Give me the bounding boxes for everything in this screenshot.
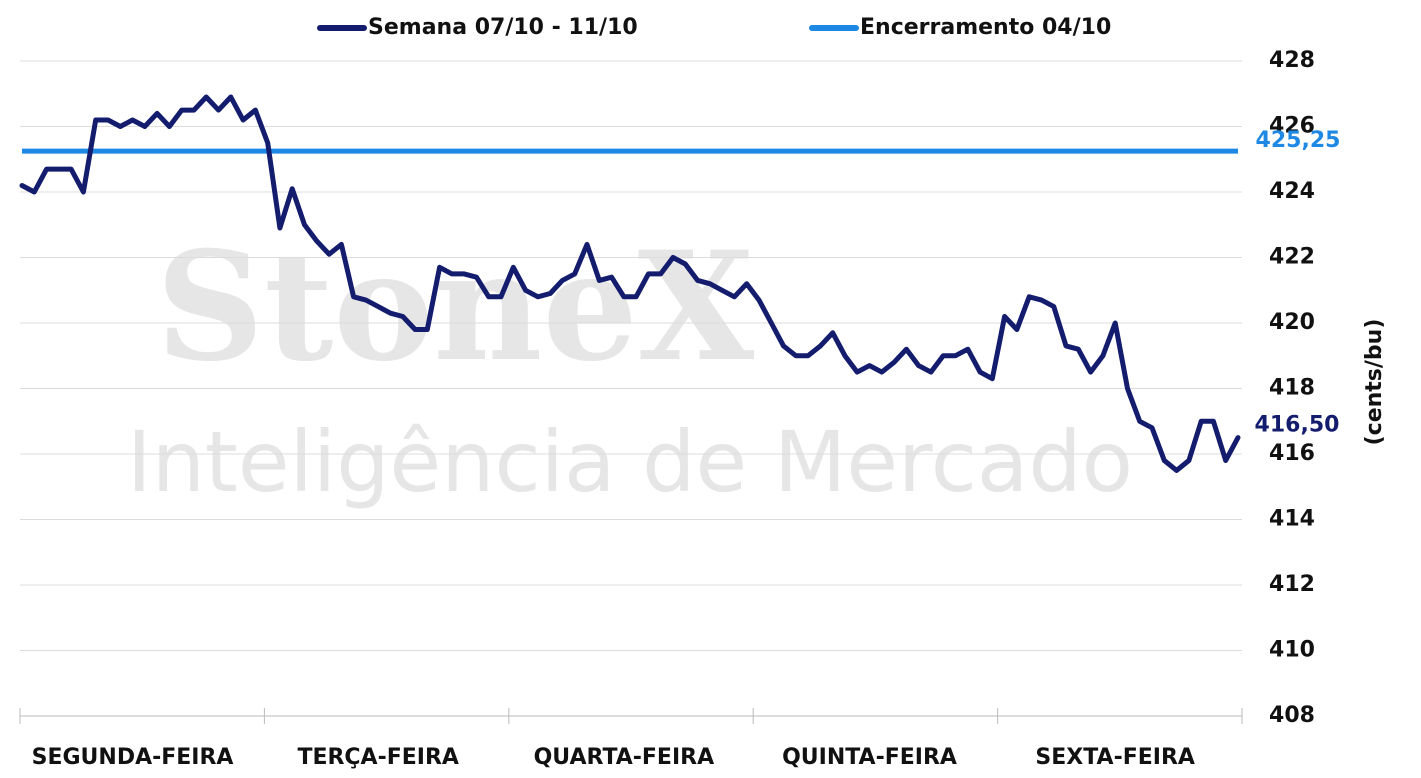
x-tick-label: QUARTA-FEIRA — [534, 745, 715, 770]
y-tick-label: 416 — [1269, 441, 1315, 466]
y-axis-label: (cents/bu) — [1362, 319, 1387, 446]
y-tick-label: 408 — [1269, 703, 1315, 728]
x-tick-label: SEXTA-FEIRA — [1035, 745, 1195, 770]
watermark: StoneX — [156, 219, 755, 395]
x-tick-label: TERÇA-FEIRA — [297, 745, 459, 770]
value-label: 416,50 — [1255, 413, 1340, 438]
y-tick-label: 428 — [1269, 48, 1315, 73]
legend-label: Encerramento 04/10 — [860, 15, 1111, 40]
y-tick-label: 418 — [1269, 376, 1315, 401]
watermark: Inteligência de Mercado — [127, 413, 1133, 511]
series-line — [19, 94, 1241, 473]
y-tick-label: 414 — [1269, 507, 1315, 532]
x-tick-label: QUINTA-FEIRA — [782, 745, 957, 770]
y-tick-label: 424 — [1269, 179, 1315, 204]
y-tick-label: 420 — [1269, 310, 1315, 335]
y-tick-label: 422 — [1269, 245, 1315, 270]
y-tick-label: 410 — [1269, 638, 1315, 663]
legend-label: Semana 07/10 - 11/10 — [368, 15, 638, 40]
reference-label: 425,25 — [1256, 128, 1341, 153]
y-tick-label: 412 — [1269, 572, 1315, 597]
x-tick-label: SEGUNDA-FEIRA — [32, 745, 234, 770]
y-tick-label: 426 — [1269, 114, 1315, 139]
